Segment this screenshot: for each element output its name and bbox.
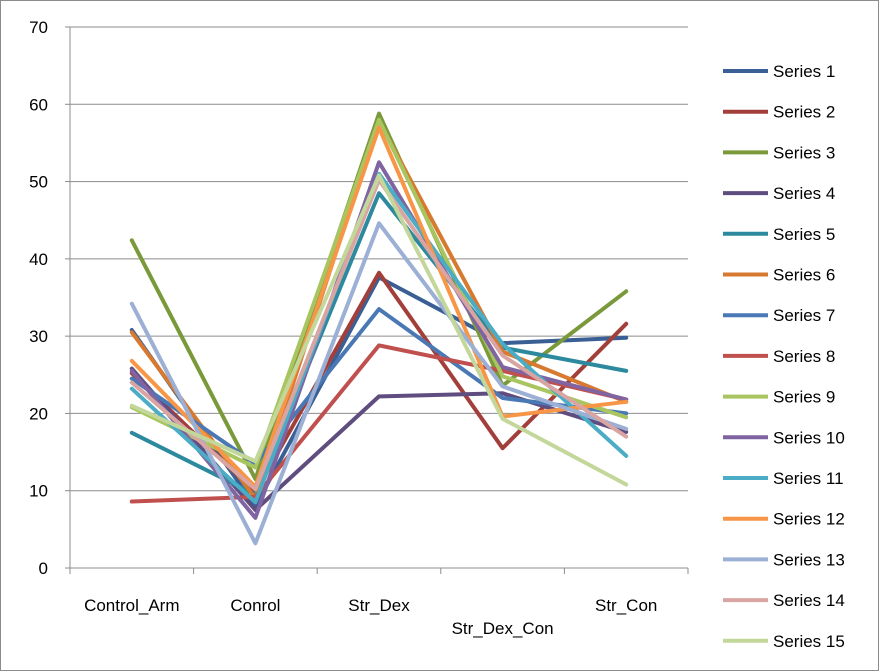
y-tick-label: 70 [29,18,48,37]
series-line-8 [129,343,629,504]
x-tick-label: Str_Dex [348,596,410,615]
y-tick-label: 0 [39,559,48,578]
legend-label: Series 13 [773,550,845,569]
series-line-5 [129,191,629,497]
legend-label: Series 4 [773,184,835,203]
series-line-15 [129,173,629,487]
y-tick-label: 20 [29,404,48,423]
legend-label: Series 9 [773,388,835,407]
legend-label: Series 14 [773,591,845,610]
series-line-13 [129,221,629,546]
legend-label: Series 11 [773,469,844,488]
x-tick-label: Str_Dex_Con [452,619,554,638]
legend-label: Series 3 [773,143,835,162]
legend-label: Series 12 [773,510,845,529]
x-tick-label: Conrol [230,596,280,615]
legend-label: Series 7 [773,306,835,325]
y-tick-label: 60 [29,95,48,114]
legend-label: Series 1 [773,62,835,81]
legend-label: Series 10 [773,428,845,447]
y-tick-label: 10 [29,482,48,501]
y-tick-label: 40 [29,250,48,269]
legend-label: Series 5 [773,225,835,244]
legend-label: Series 2 [773,103,835,122]
y-tick-label: 30 [29,327,48,346]
y-tick-label: 50 [29,173,48,192]
series-line-7 [129,307,629,466]
series-line-3 [129,111,629,482]
x-tick-label: Control_Arm [84,596,179,615]
legend-label: Series 8 [773,347,835,366]
legend-label: Series 15 [773,632,845,651]
legend-label: Series 6 [773,266,835,285]
series-line-10 [129,160,629,520]
x-tick-label: Str_Con [595,596,657,615]
